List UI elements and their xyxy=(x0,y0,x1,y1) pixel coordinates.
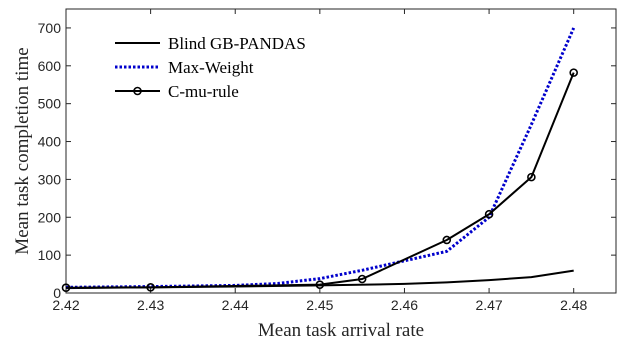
legend-label: C-mu-rule xyxy=(168,82,239,101)
x-tick-label: 2.46 xyxy=(391,297,418,313)
y-tick-label: 600 xyxy=(38,58,62,74)
legend-label: Blind GB-PANDAS xyxy=(168,34,306,53)
plot-frame xyxy=(65,8,617,294)
data-point xyxy=(569,68,578,77)
series-layer xyxy=(61,27,578,292)
y-tick-label: 0 xyxy=(53,285,61,301)
x-tick-label: 2.43 xyxy=(137,297,164,313)
legend-item: Max-Weight xyxy=(115,58,254,77)
data-point xyxy=(146,283,155,292)
x-tick-label: 2.42 xyxy=(52,297,79,313)
y-tick-label: 100 xyxy=(38,247,62,263)
series-c-mu-rule xyxy=(61,68,578,292)
x-tick-label: 2.45 xyxy=(306,297,333,313)
legend-item: Blind GB-PANDAS xyxy=(115,34,306,53)
legend-item: C-mu-rule xyxy=(115,82,239,101)
plot-area xyxy=(65,8,617,294)
data-point xyxy=(357,274,367,284)
y-axis: 0 100 200 300 400 500 600 700 xyxy=(38,20,616,301)
data-point xyxy=(315,280,325,289)
y-tick-label: 200 xyxy=(38,209,62,225)
y-axis-label: Mean task completion time xyxy=(12,47,33,254)
legend: Blind GB-PANDAS Max-Weight C-mu-rule xyxy=(115,34,306,101)
y-tick-label: 400 xyxy=(38,134,62,150)
y-tick-label: 500 xyxy=(38,96,62,112)
data-point xyxy=(484,209,494,219)
x-axis-label: Mean task arrival rate xyxy=(258,320,424,341)
y-tick-label: 300 xyxy=(38,171,62,187)
legend-marker xyxy=(133,86,142,96)
x-tick-label: 2.48 xyxy=(560,297,587,313)
data-point xyxy=(442,235,452,245)
x-tick-label: 2.44 xyxy=(222,297,249,313)
data-point xyxy=(61,283,71,292)
series-line xyxy=(65,72,575,289)
y-tick-label: 700 xyxy=(38,20,62,36)
x-tick-label: 2.47 xyxy=(475,297,502,313)
x-axis: 2.42 2.43 2.44 2.45 2.46 2.47 2.48 xyxy=(52,9,588,313)
legend-label: Max-Weight xyxy=(168,58,254,77)
data-point xyxy=(527,172,536,182)
